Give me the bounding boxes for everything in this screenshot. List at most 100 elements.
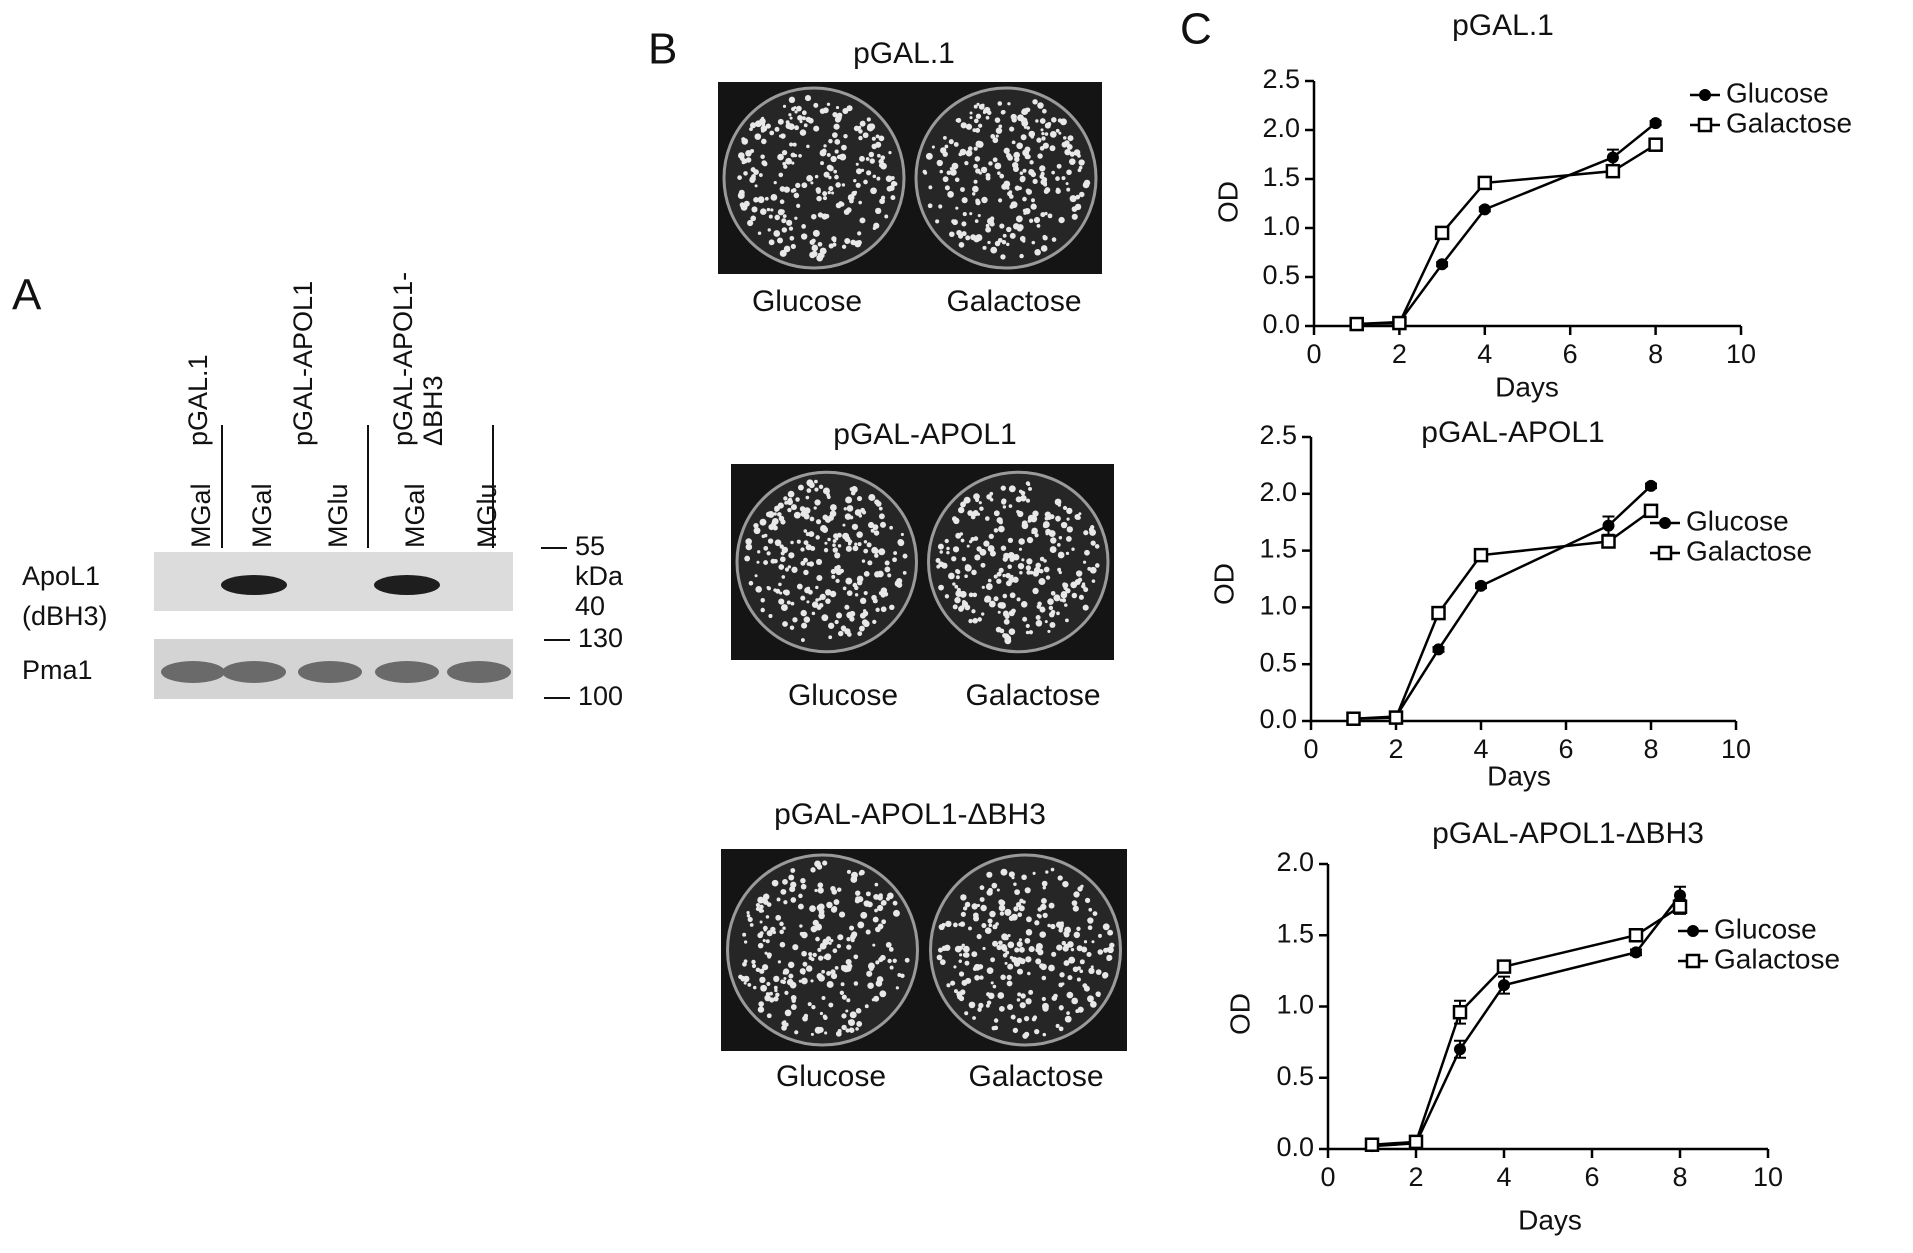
- colony: [1031, 240, 1036, 245]
- colony: [1079, 959, 1085, 965]
- panel-label: A: [12, 271, 42, 320]
- colony: [786, 498, 793, 506]
- colony: [978, 104, 985, 110]
- colony: [1000, 110, 1006, 115]
- colony: [1050, 590, 1056, 596]
- colony: [1005, 950, 1010, 955]
- colony: [750, 167, 756, 173]
- colony: [774, 126, 780, 132]
- colony: [1004, 961, 1008, 965]
- colony: [877, 894, 883, 901]
- colony: [1026, 536, 1034, 544]
- colony: [1041, 996, 1046, 1002]
- colony: [968, 926, 972, 931]
- y-tick-label: 1.5: [1262, 162, 1300, 192]
- colony: [1015, 496, 1022, 503]
- colony: [1012, 1027, 1019, 1034]
- colony: [1071, 592, 1078, 599]
- colony: [796, 583, 803, 590]
- colony: [1049, 514, 1055, 520]
- colony: [1013, 960, 1021, 967]
- colony: [1011, 117, 1017, 123]
- colony: [971, 951, 978, 958]
- colony: [1083, 560, 1087, 564]
- colony: [768, 614, 773, 619]
- colony: [1039, 931, 1046, 938]
- colony: [935, 219, 940, 224]
- colony: [995, 127, 1003, 134]
- colony: [1041, 1002, 1049, 1010]
- colony: [814, 487, 819, 492]
- colony: [1008, 871, 1015, 878]
- colony: [974, 156, 981, 162]
- colony: [1007, 537, 1014, 544]
- colony: [1023, 1015, 1030, 1022]
- colony: [830, 972, 838, 980]
- colony: [765, 939, 770, 944]
- colony: [794, 1030, 799, 1035]
- colony: [1025, 630, 1030, 635]
- colony: [800, 883, 807, 890]
- colony: [789, 116, 793, 120]
- colony: [779, 199, 785, 205]
- colony: [758, 1001, 764, 1007]
- colony: [795, 182, 801, 188]
- colony: [855, 162, 859, 166]
- colony: [809, 239, 815, 245]
- colony: [902, 570, 907, 575]
- colony: [964, 952, 970, 958]
- colony: [797, 903, 804, 910]
- colony: [813, 506, 817, 510]
- colony: [1017, 562, 1025, 570]
- colony: [859, 155, 865, 162]
- colony: [782, 878, 788, 885]
- colony: [1090, 540, 1096, 546]
- colony: [890, 195, 896, 201]
- colony: [788, 113, 792, 117]
- colony: [1088, 907, 1093, 912]
- colony: [1000, 254, 1006, 260]
- colony: [1065, 536, 1072, 542]
- colony: [994, 240, 1001, 247]
- plate-label: Glucose: [788, 679, 898, 712]
- colony: [846, 937, 851, 942]
- colony: [767, 538, 774, 544]
- colony: [1025, 929, 1033, 936]
- colony: [822, 1014, 827, 1019]
- colony: [1014, 947, 1020, 953]
- colony: [842, 523, 846, 527]
- colony: [1032, 510, 1039, 517]
- colony: [1059, 1007, 1063, 1011]
- colony: [1016, 597, 1021, 602]
- marker: [1454, 1043, 1466, 1056]
- colony: [987, 578, 992, 583]
- colony: [1053, 594, 1061, 602]
- colony: [816, 195, 822, 202]
- colony: [880, 195, 886, 200]
- colony: [857, 921, 865, 929]
- colony: [992, 940, 999, 947]
- colony: [954, 584, 959, 589]
- colony: [888, 947, 894, 952]
- colony: [965, 123, 973, 130]
- colony: [751, 206, 758, 213]
- colony: [1062, 136, 1067, 140]
- colony: [959, 953, 963, 957]
- colony: [999, 173, 1005, 179]
- lane-label: MGal: [186, 483, 216, 548]
- colony: [1032, 178, 1038, 185]
- colony: [975, 168, 981, 174]
- colony: [994, 162, 1002, 170]
- colony: [1028, 486, 1033, 491]
- x-tick-label: 2: [1392, 339, 1407, 369]
- colony: [985, 175, 991, 181]
- colony: [958, 971, 965, 977]
- colony: [856, 531, 863, 538]
- colony: [863, 179, 868, 185]
- colony: [839, 568, 845, 574]
- colony: [1064, 1015, 1072, 1023]
- colony: [766, 981, 771, 986]
- colony: [964, 574, 968, 579]
- colony: [1059, 598, 1063, 602]
- colony: [1033, 216, 1041, 224]
